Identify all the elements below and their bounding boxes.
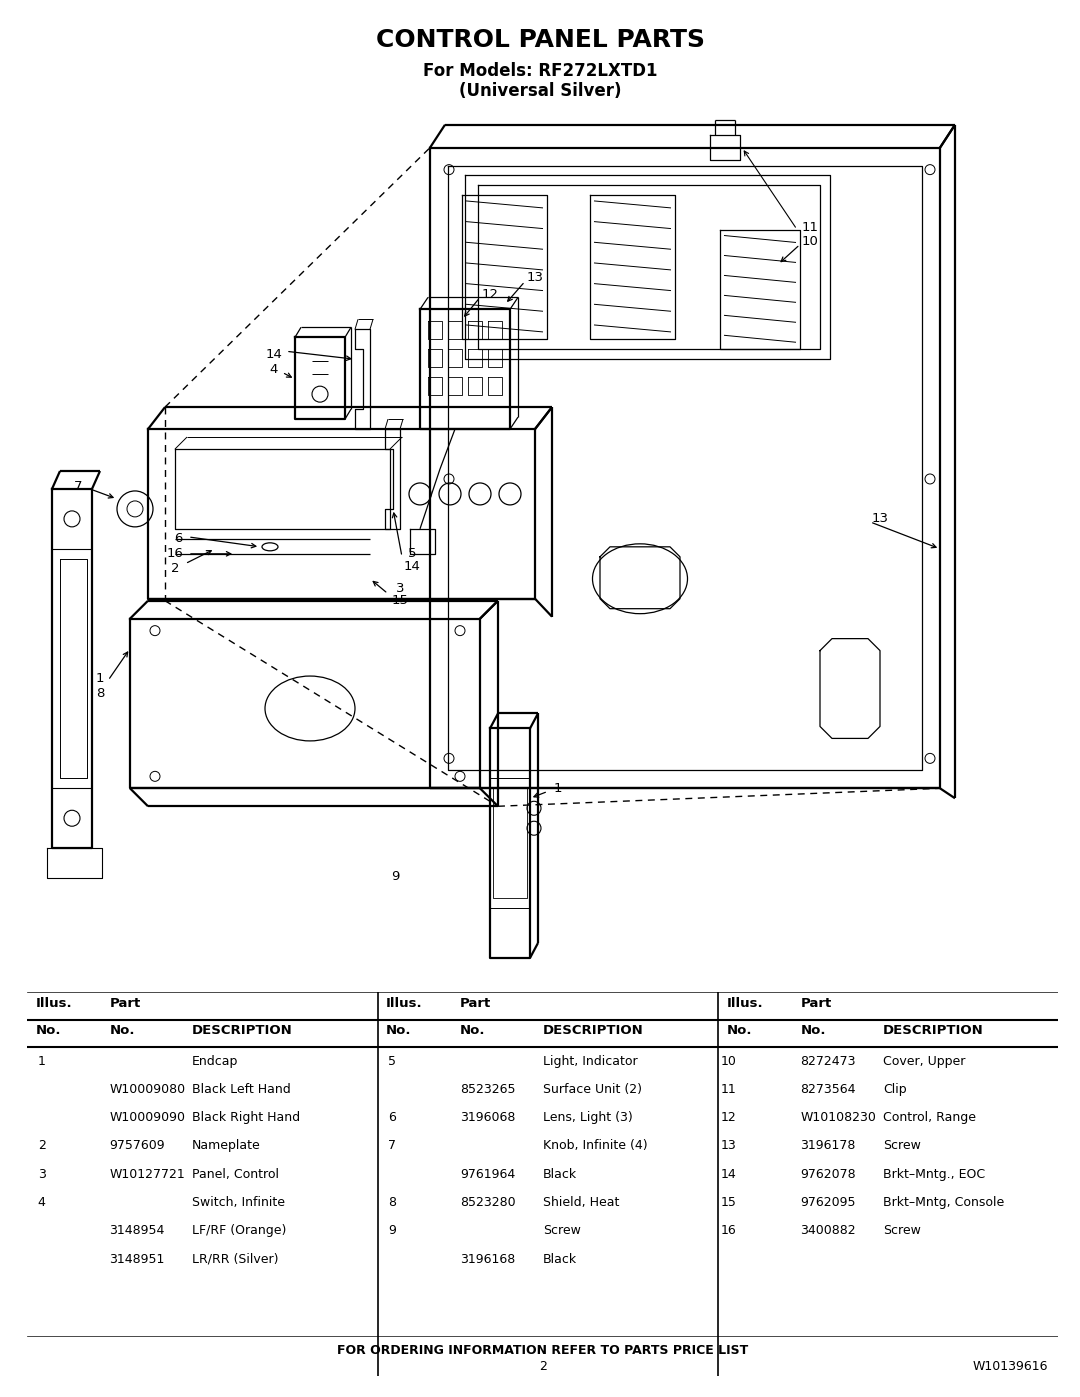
Text: 11: 11 bbox=[720, 1083, 737, 1095]
Text: No.: No. bbox=[460, 1024, 486, 1037]
Text: 4: 4 bbox=[270, 363, 279, 376]
Text: Surface Unit (2): Surface Unit (2) bbox=[543, 1083, 642, 1095]
Text: Light, Indicator: Light, Indicator bbox=[543, 1055, 637, 1067]
Text: (Universal Silver): (Universal Silver) bbox=[459, 82, 621, 99]
Text: 8523265: 8523265 bbox=[460, 1083, 515, 1095]
Text: 13: 13 bbox=[527, 271, 543, 284]
Text: 6: 6 bbox=[174, 532, 183, 545]
Text: Endcap: Endcap bbox=[192, 1055, 239, 1067]
Text: 10: 10 bbox=[801, 235, 819, 249]
Text: For Models: RF272LXTD1: For Models: RF272LXTD1 bbox=[422, 61, 658, 80]
Text: Screw: Screw bbox=[883, 1224, 921, 1238]
Text: 8273564: 8273564 bbox=[800, 1083, 856, 1095]
Text: DESCRIPTION: DESCRIPTION bbox=[192, 1024, 293, 1037]
Text: 9761964: 9761964 bbox=[460, 1168, 515, 1180]
Text: 8: 8 bbox=[388, 1196, 396, 1208]
Text: 15: 15 bbox=[391, 594, 408, 608]
Text: Brkt–Mntg, Console: Brkt–Mntg, Console bbox=[883, 1196, 1004, 1208]
Text: 8272473: 8272473 bbox=[800, 1055, 856, 1067]
Text: 13: 13 bbox=[872, 513, 889, 525]
Text: 3196178: 3196178 bbox=[800, 1140, 856, 1153]
Text: 8: 8 bbox=[96, 687, 104, 700]
Text: No.: No. bbox=[36, 1024, 60, 1037]
Text: 9762095: 9762095 bbox=[800, 1196, 856, 1208]
Text: 1: 1 bbox=[554, 782, 563, 795]
Text: W10139616: W10139616 bbox=[973, 1359, 1048, 1373]
Text: Knob, Infinite (4): Knob, Infinite (4) bbox=[543, 1140, 647, 1153]
Text: LR/RR (Silver): LR/RR (Silver) bbox=[192, 1253, 279, 1266]
Text: W10108230: W10108230 bbox=[800, 1111, 877, 1125]
Text: 5: 5 bbox=[388, 1055, 396, 1067]
Text: 9: 9 bbox=[391, 869, 400, 883]
Text: Switch, Infinite: Switch, Infinite bbox=[192, 1196, 285, 1208]
Text: W10009080: W10009080 bbox=[109, 1083, 186, 1095]
Text: Screw: Screw bbox=[543, 1224, 581, 1238]
Text: Black: Black bbox=[543, 1168, 577, 1180]
Text: Black Right Hand: Black Right Hand bbox=[192, 1111, 300, 1125]
Text: 3: 3 bbox=[38, 1168, 45, 1180]
Text: FOR ORDERING INFORMATION REFER TO PARTS PRICE LIST: FOR ORDERING INFORMATION REFER TO PARTS … bbox=[337, 1344, 748, 1356]
Text: No.: No. bbox=[726, 1024, 752, 1037]
Text: 14: 14 bbox=[404, 560, 420, 573]
Text: 3148951: 3148951 bbox=[109, 1253, 165, 1266]
Text: Control, Range: Control, Range bbox=[883, 1111, 976, 1125]
Text: Panel, Control: Panel, Control bbox=[192, 1168, 279, 1180]
Text: 15: 15 bbox=[720, 1196, 737, 1208]
Text: W10009090: W10009090 bbox=[109, 1111, 186, 1125]
Text: Cover, Upper: Cover, Upper bbox=[883, 1055, 966, 1067]
Text: 12: 12 bbox=[720, 1111, 737, 1125]
Text: 14: 14 bbox=[266, 348, 283, 360]
Text: Part: Part bbox=[800, 997, 832, 1010]
Text: No.: No. bbox=[386, 1024, 411, 1037]
Text: Clip: Clip bbox=[883, 1083, 907, 1095]
Text: 12: 12 bbox=[482, 288, 499, 300]
Text: Part: Part bbox=[460, 997, 491, 1010]
Text: 9757609: 9757609 bbox=[109, 1140, 165, 1153]
Text: Part: Part bbox=[109, 997, 140, 1010]
Text: DESCRIPTION: DESCRIPTION bbox=[543, 1024, 644, 1037]
Text: Illus.: Illus. bbox=[386, 997, 422, 1010]
Text: 9: 9 bbox=[389, 1224, 396, 1238]
Text: Shield, Heat: Shield, Heat bbox=[543, 1196, 619, 1208]
Text: Black: Black bbox=[543, 1253, 577, 1266]
Text: 9762078: 9762078 bbox=[800, 1168, 856, 1180]
Text: 7: 7 bbox=[73, 481, 82, 493]
Text: 6: 6 bbox=[389, 1111, 396, 1125]
Text: Lens, Light (3): Lens, Light (3) bbox=[543, 1111, 633, 1125]
Text: CONTROL PANEL PARTS: CONTROL PANEL PARTS bbox=[376, 28, 704, 52]
Text: 3400882: 3400882 bbox=[800, 1224, 856, 1238]
Text: No.: No. bbox=[109, 1024, 135, 1037]
Text: Black Left Hand: Black Left Hand bbox=[192, 1083, 291, 1095]
Text: 3196168: 3196168 bbox=[460, 1253, 515, 1266]
Text: 11: 11 bbox=[801, 221, 819, 235]
Text: 1: 1 bbox=[96, 672, 105, 685]
Text: Illus.: Illus. bbox=[726, 997, 762, 1010]
Text: 8523280: 8523280 bbox=[460, 1196, 516, 1208]
Text: W10127721: W10127721 bbox=[109, 1168, 186, 1180]
Text: 7: 7 bbox=[388, 1140, 396, 1153]
Text: Brkt–Mntg., EOC: Brkt–Mntg., EOC bbox=[883, 1168, 985, 1180]
Text: 16: 16 bbox=[166, 548, 184, 560]
Text: 10: 10 bbox=[720, 1055, 737, 1067]
Text: 1: 1 bbox=[38, 1055, 45, 1067]
Text: DESCRIPTION: DESCRIPTION bbox=[883, 1024, 984, 1037]
Text: 2: 2 bbox=[38, 1140, 45, 1153]
Text: 3196068: 3196068 bbox=[460, 1111, 515, 1125]
Text: 5: 5 bbox=[408, 548, 416, 560]
Text: 2: 2 bbox=[171, 562, 179, 576]
Text: Screw: Screw bbox=[883, 1140, 921, 1153]
Text: No.: No. bbox=[800, 1024, 826, 1037]
Text: 14: 14 bbox=[720, 1168, 737, 1180]
Text: 2: 2 bbox=[539, 1359, 546, 1373]
Text: Illus.: Illus. bbox=[36, 997, 72, 1010]
Text: LF/RF (Orange): LF/RF (Orange) bbox=[192, 1224, 286, 1238]
Text: 3: 3 bbox=[395, 583, 404, 595]
Text: 3148954: 3148954 bbox=[109, 1224, 165, 1238]
Text: 16: 16 bbox=[720, 1224, 737, 1238]
Text: Nameplate: Nameplate bbox=[192, 1140, 260, 1153]
Text: 13: 13 bbox=[720, 1140, 737, 1153]
Text: 4: 4 bbox=[38, 1196, 45, 1208]
